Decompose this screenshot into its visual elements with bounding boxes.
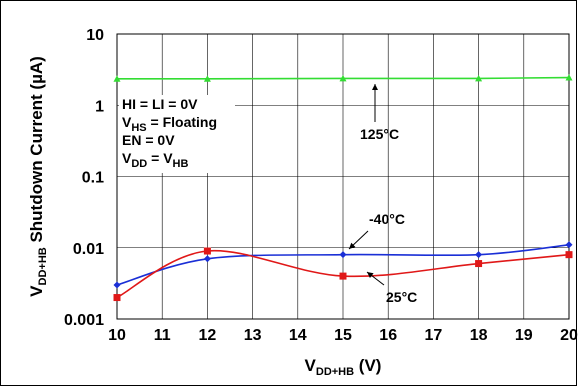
- data-point: [339, 74, 347, 82]
- series-25c: [113, 247, 573, 302]
- plot-area: [116, 33, 570, 320]
- x-tick-label: 16: [379, 327, 397, 344]
- x-tick-labels: 10 11 12 13 14 15 16 17 18 19 20: [108, 327, 578, 344]
- series-label: 125°C: [360, 126, 399, 142]
- condition-line: VDD = VHB: [122, 150, 188, 170]
- x-tick-label: 18: [470, 327, 488, 344]
- data-point: [113, 75, 121, 82]
- series-callouts: 125°C -40°C 25°C: [348, 84, 417, 305]
- data-point: [203, 255, 211, 263]
- x-tick-label: 12: [199, 327, 217, 344]
- callout-arrowhead: [349, 242, 356, 249]
- condition-line: EN = 0V: [122, 132, 175, 148]
- data-point: [475, 251, 483, 259]
- x-tick-label: 20: [560, 327, 578, 344]
- data-point: [565, 74, 573, 81]
- series-group: [113, 74, 573, 302]
- data-point: [203, 75, 211, 82]
- data-point: [565, 251, 573, 259]
- series-125c: [113, 74, 573, 82]
- y-tick-label: 0.1: [82, 170, 104, 187]
- y-tick-label: 1: [95, 98, 104, 115]
- x-tick-label: 19: [515, 327, 533, 344]
- y-tick-labels: 10 1 0.1 0.01 0.001: [64, 27, 104, 329]
- data-point: [565, 241, 573, 249]
- callout-arrowhead: [372, 84, 378, 90]
- conditions-background: [119, 95, 235, 173]
- series-label: 25°C: [386, 289, 417, 305]
- x-tick-label: 17: [425, 327, 443, 344]
- x-tick-label: 11: [154, 327, 171, 344]
- y-axis-label: VDD+HB Shutdown Current (µA): [27, 56, 49, 297]
- x-tick-label: 15: [334, 327, 352, 344]
- series-label: -40°C: [369, 211, 405, 227]
- condition-line: VHS = Floating: [122, 114, 217, 134]
- x-tick-label: 14: [289, 327, 307, 344]
- data-point: [475, 260, 483, 268]
- data-point: [113, 294, 121, 302]
- y-tick-label: 0.01: [73, 241, 104, 258]
- data-point: [339, 272, 347, 280]
- data-point: [475, 74, 483, 82]
- y-tick-label: 0.001: [64, 312, 104, 329]
- data-point: [203, 247, 211, 255]
- condition-line: HI = LI = 0V: [122, 96, 198, 112]
- callout-arrowhead: [367, 272, 374, 279]
- data-point: [339, 251, 347, 259]
- x-tick-label: 10: [108, 327, 126, 344]
- x-axis-label: VDD+HB (V): [305, 356, 382, 378]
- x-tick-label: 13: [244, 327, 262, 344]
- data-point: [113, 281, 121, 289]
- series-40c: [113, 241, 573, 289]
- y-tick-label: 10: [86, 27, 104, 44]
